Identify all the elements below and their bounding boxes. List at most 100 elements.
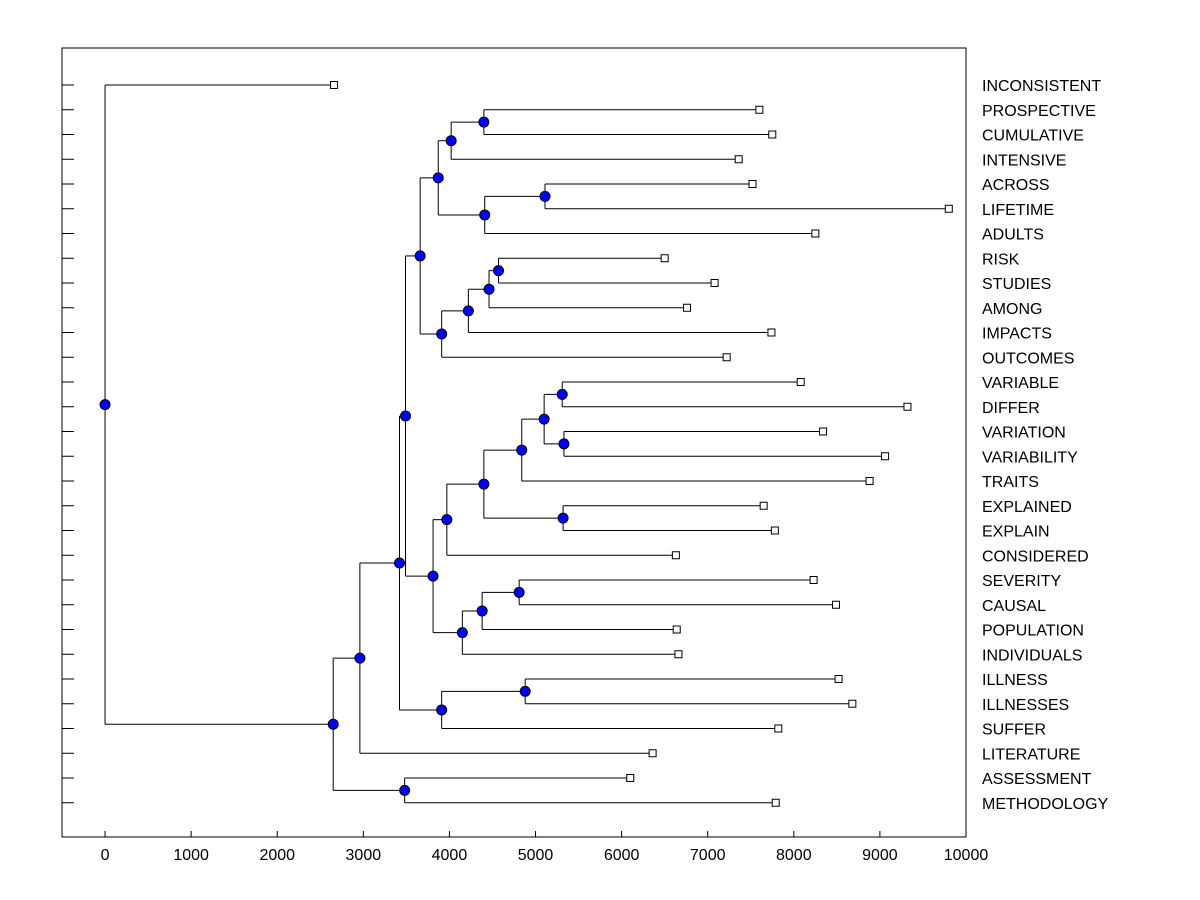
leaf-marker: [819, 427, 828, 436]
x-tick-label: 6000: [604, 847, 640, 864]
leaf-marker: [683, 303, 692, 312]
leaf-label: DIFFER: [982, 400, 1040, 417]
merge-node: [436, 704, 448, 716]
merge-node: [556, 388, 568, 400]
leaf-marker: [734, 155, 743, 164]
leaf-labels: INCONSISTENT PROSPECTIVE CUMULATIVE INTENSI…: [982, 78, 1109, 813]
leaf-marker: [834, 675, 843, 683]
x-axis: 0 1000 2000 3000 4000 5000 6000 7000 8000 9000 100…: [101, 831, 989, 864]
leaf-label: ILLNESSES: [982, 697, 1069, 714]
leaf-label: ILLNESS: [982, 672, 1048, 689]
leaf-label: EXPLAINED: [982, 499, 1072, 516]
leaf-label: VARIABILITY: [982, 449, 1078, 466]
merge-node: [399, 784, 411, 796]
leaf-marker: [330, 81, 339, 89]
merge-node: [539, 190, 551, 202]
leaf-marker: [767, 328, 776, 337]
leaf-label: METHODOLOGY: [982, 796, 1109, 813]
leaf-markers: [330, 81, 953, 807]
leaf-marker: [755, 105, 764, 114]
merge-node: [557, 512, 569, 524]
leaf-marker: [809, 576, 818, 584]
leaf-marker: [710, 279, 719, 287]
x-tick-label: 4000: [432, 847, 468, 864]
leaf-marker: [671, 551, 680, 560]
merge-node: [516, 444, 528, 456]
merge-node: [462, 305, 474, 317]
leaf-label: LITERATURE: [982, 746, 1080, 763]
leaf-label: CAUSAL: [982, 598, 1046, 615]
merge-node: [414, 250, 426, 262]
leaf-label: INDIVIDUALS: [982, 647, 1082, 664]
merge-node: [478, 116, 490, 128]
merge-node: [519, 685, 531, 697]
leaf-label: SEVERITY: [982, 573, 1061, 590]
merge-node: [445, 135, 457, 147]
leaf-label: ACROSS: [982, 177, 1050, 194]
x-tick-label: 10000: [944, 847, 989, 864]
leaf-marker: [722, 353, 731, 362]
leaf-label: ASSESSMENT: [982, 771, 1092, 788]
leaf-marker: [648, 749, 657, 758]
merge-node: [493, 265, 505, 277]
leaf-label: TRAITS: [982, 474, 1039, 491]
x-tick-label: 8000: [776, 847, 812, 864]
merge-node: [478, 478, 490, 490]
leaf-label: CONSIDERED: [982, 548, 1089, 565]
leaf-marker: [770, 526, 779, 535]
leaf-label: IMPACTS: [982, 326, 1052, 343]
leaf-marker: [768, 130, 777, 139]
x-tick-label: 2000: [259, 847, 295, 864]
merge-node: [513, 586, 525, 598]
y-ticks: [62, 84, 74, 804]
leaf-label: VARIABLE: [982, 375, 1059, 392]
x-tick-label: 7000: [690, 847, 726, 864]
merge-node: [479, 209, 491, 221]
leaf-marker: [848, 699, 857, 708]
leaf-label: LIFETIME: [982, 202, 1054, 219]
x-tick-label: 9000: [862, 847, 898, 864]
leaf-label: SUFFER: [982, 722, 1046, 739]
leaf-label: PROSPECTIVE: [982, 103, 1096, 120]
leaf-label: INTENSIVE: [982, 152, 1066, 169]
leaf-label: CUMULATIVE: [982, 128, 1084, 145]
x-tick-label: 0: [101, 847, 110, 864]
merge-node: [436, 328, 448, 340]
merge-node: [354, 652, 366, 664]
leaf-marker: [865, 477, 874, 485]
leaf-marker: [660, 254, 669, 263]
leaf-marker: [674, 650, 683, 659]
merge-node: [327, 718, 339, 730]
leaf-label: POPULATION: [982, 623, 1084, 640]
leaf-marker: [796, 378, 805, 386]
leaf-marker: [774, 724, 783, 733]
merge-node: [400, 410, 412, 422]
leaf-label: STUDIES: [982, 276, 1051, 293]
merge-node: [432, 172, 444, 184]
merge-node: [483, 283, 495, 295]
leaf-label: RISK: [982, 251, 1020, 268]
leaf-label: EXPLAIN: [982, 524, 1050, 541]
leaf-marker: [811, 229, 820, 238]
merge-node: [99, 399, 111, 411]
leaf-label: OUTCOMES: [982, 350, 1074, 367]
leaf-marker: [626, 774, 635, 782]
x-tick-label: 1000: [173, 847, 209, 864]
merge-node: [558, 438, 570, 450]
leaf-marker: [831, 600, 840, 609]
merge-node: [441, 514, 453, 526]
leaf-marker: [672, 625, 681, 634]
leaf-label: AMONG: [982, 301, 1042, 318]
merge-node: [427, 570, 439, 582]
merge-node: [538, 413, 550, 425]
merge-node: [456, 627, 468, 639]
merge-node: [393, 557, 405, 569]
leaf-label: ADULTS: [982, 227, 1044, 244]
leaf-marker: [881, 452, 890, 461]
leaf-label: VARIATION: [982, 425, 1066, 442]
leaf-label: INCONSISTENT: [982, 78, 1101, 95]
merge-node: [476, 605, 488, 617]
leaf-marker: [944, 204, 953, 213]
plot-frame: [61, 47, 967, 838]
